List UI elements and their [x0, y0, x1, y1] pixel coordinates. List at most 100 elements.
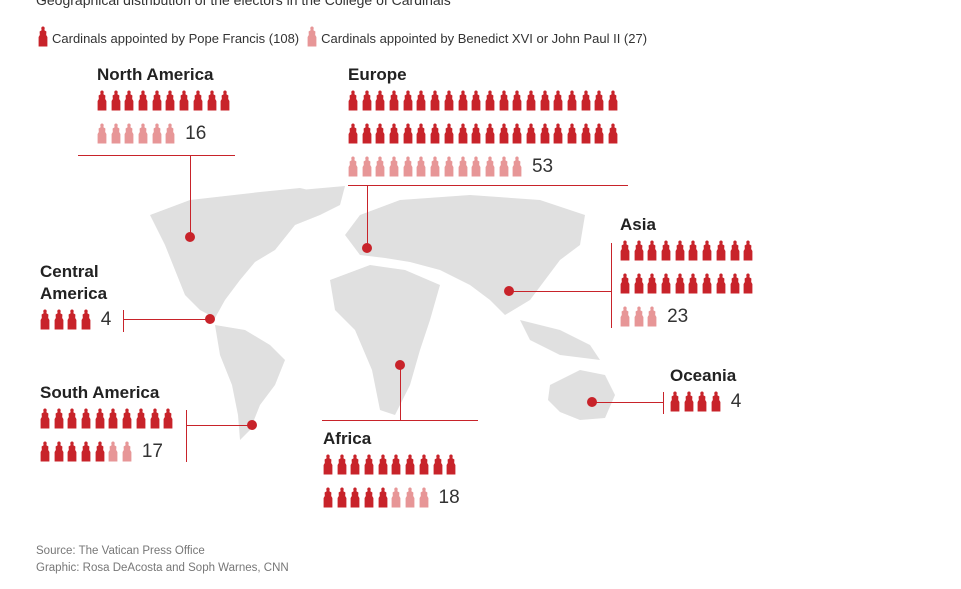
cardinal-icon	[540, 123, 550, 144]
location-dot	[504, 286, 514, 296]
cardinal-icon	[594, 90, 604, 111]
connector-line	[348, 185, 628, 186]
cardinal-icon	[207, 90, 216, 111]
connector-line	[123, 310, 124, 332]
cardinal-icon	[405, 454, 415, 475]
cardinal-icon	[540, 90, 550, 111]
cardinal-icon	[471, 123, 481, 144]
cardinal-icon	[111, 123, 121, 144]
cardinal-icon	[620, 240, 630, 261]
cardinal-icon	[375, 90, 385, 111]
legend-item-other: Cardinals appointed by Benedict XVI or J…	[307, 26, 647, 50]
map-north-america	[150, 188, 330, 318]
cardinal-icon	[111, 90, 121, 111]
cardinal-icon	[661, 273, 671, 294]
connector-line	[367, 185, 368, 248]
connector-line	[400, 365, 401, 420]
legend-label: Cardinals appointed by Pope Francis (108…	[52, 30, 300, 46]
region-title: Central America	[40, 262, 108, 303]
region-title: South America	[40, 383, 160, 402]
cardinal-icon	[730, 273, 739, 294]
cardinal-icon	[403, 90, 413, 111]
connector-line	[78, 155, 235, 156]
cardinal-icon	[54, 441, 64, 462]
connector-line	[592, 402, 663, 403]
region-title: Europe	[348, 65, 407, 84]
cardinal-icon	[446, 454, 456, 475]
cardinal-icon	[179, 90, 189, 111]
cardinal-icon	[444, 156, 454, 177]
cardinal-icon	[433, 454, 442, 475]
cardinal-icon	[689, 240, 698, 261]
legend: Cardinals appointed by Pope Francis (108…	[38, 26, 655, 50]
region-total: 4	[100, 309, 112, 330]
cardinal-icon	[67, 441, 77, 462]
cardinal-pictogram: 4	[670, 391, 760, 412]
cardinal-icon	[122, 441, 132, 462]
cardinal-icon	[471, 156, 481, 177]
cardinal-icon	[634, 240, 644, 261]
region-title: Africa	[323, 429, 372, 448]
map-se-asia	[520, 320, 600, 360]
region-title: Asia	[620, 215, 656, 234]
cardinal-icon	[417, 156, 426, 177]
location-dot	[247, 420, 257, 430]
cardinal-icon	[716, 240, 726, 261]
cardinal-icon	[109, 408, 118, 429]
region-central-america: Central America 4	[40, 261, 130, 330]
cardinal-pictogram: 16	[97, 90, 242, 144]
cardinal-icon	[512, 123, 522, 144]
map-south-america	[215, 325, 285, 440]
cardinal-icon	[389, 156, 399, 177]
cardinal-icon	[378, 454, 388, 475]
cardinal-icon	[512, 90, 522, 111]
region-total: 4	[730, 391, 742, 412]
legend-item-francis: Cardinals appointed by Pope Francis (108…	[38, 26, 299, 50]
region-north-america: North America 16	[97, 64, 242, 144]
cardinal-icon	[375, 156, 385, 177]
cardinal-pictogram: 4	[40, 309, 130, 330]
cardinal-icon	[670, 391, 680, 412]
cardinal-icon	[389, 123, 399, 144]
cardinal-icon	[138, 123, 148, 144]
cardinal-icon	[620, 306, 630, 327]
cardinal-icon	[54, 408, 64, 429]
cardinal-icon	[634, 306, 644, 327]
subtitle: Geographical distribution of the elector…	[36, 0, 451, 8]
map-africa	[330, 265, 440, 415]
cardinal-icon	[124, 90, 134, 111]
cardinal-icon	[405, 487, 415, 508]
cardinal-icon	[97, 90, 107, 111]
cardinal-pictogram: 23	[620, 240, 765, 327]
cardinal-icon	[136, 408, 146, 429]
cardinal-icon	[430, 156, 440, 177]
cardinal-icon	[675, 240, 685, 261]
region-total: 16	[185, 123, 207, 144]
cardinal-icon	[166, 90, 175, 111]
region-total: 18	[438, 487, 460, 508]
cardinal-icon	[38, 26, 52, 50]
cardinal-icon	[608, 123, 618, 144]
cardinal-icon	[193, 90, 203, 111]
cardinal-icon	[348, 123, 358, 144]
cardinal-pictogram: 53	[348, 90, 633, 177]
cardinal-icon	[122, 408, 132, 429]
connector-line	[190, 155, 191, 237]
cardinal-icon	[124, 123, 134, 144]
cardinal-icon	[152, 90, 162, 111]
cardinal-icon	[608, 90, 618, 111]
cardinal-icon	[430, 123, 440, 144]
cardinal-icon	[81, 309, 91, 330]
cardinal-icon	[458, 156, 467, 177]
cardinal-icon	[417, 90, 426, 111]
location-dot	[362, 243, 372, 253]
cardinal-icon	[337, 487, 347, 508]
region-title: Oceania	[670, 366, 737, 385]
location-dot	[587, 397, 597, 407]
region-title: North America	[97, 65, 214, 84]
region-africa: Africa 18	[323, 428, 468, 508]
credit-note: Graphic: Rosa DeAcosta and Soph Warnes, …	[36, 562, 289, 574]
cardinal-icon	[417, 123, 426, 144]
cardinal-icon	[337, 454, 347, 475]
